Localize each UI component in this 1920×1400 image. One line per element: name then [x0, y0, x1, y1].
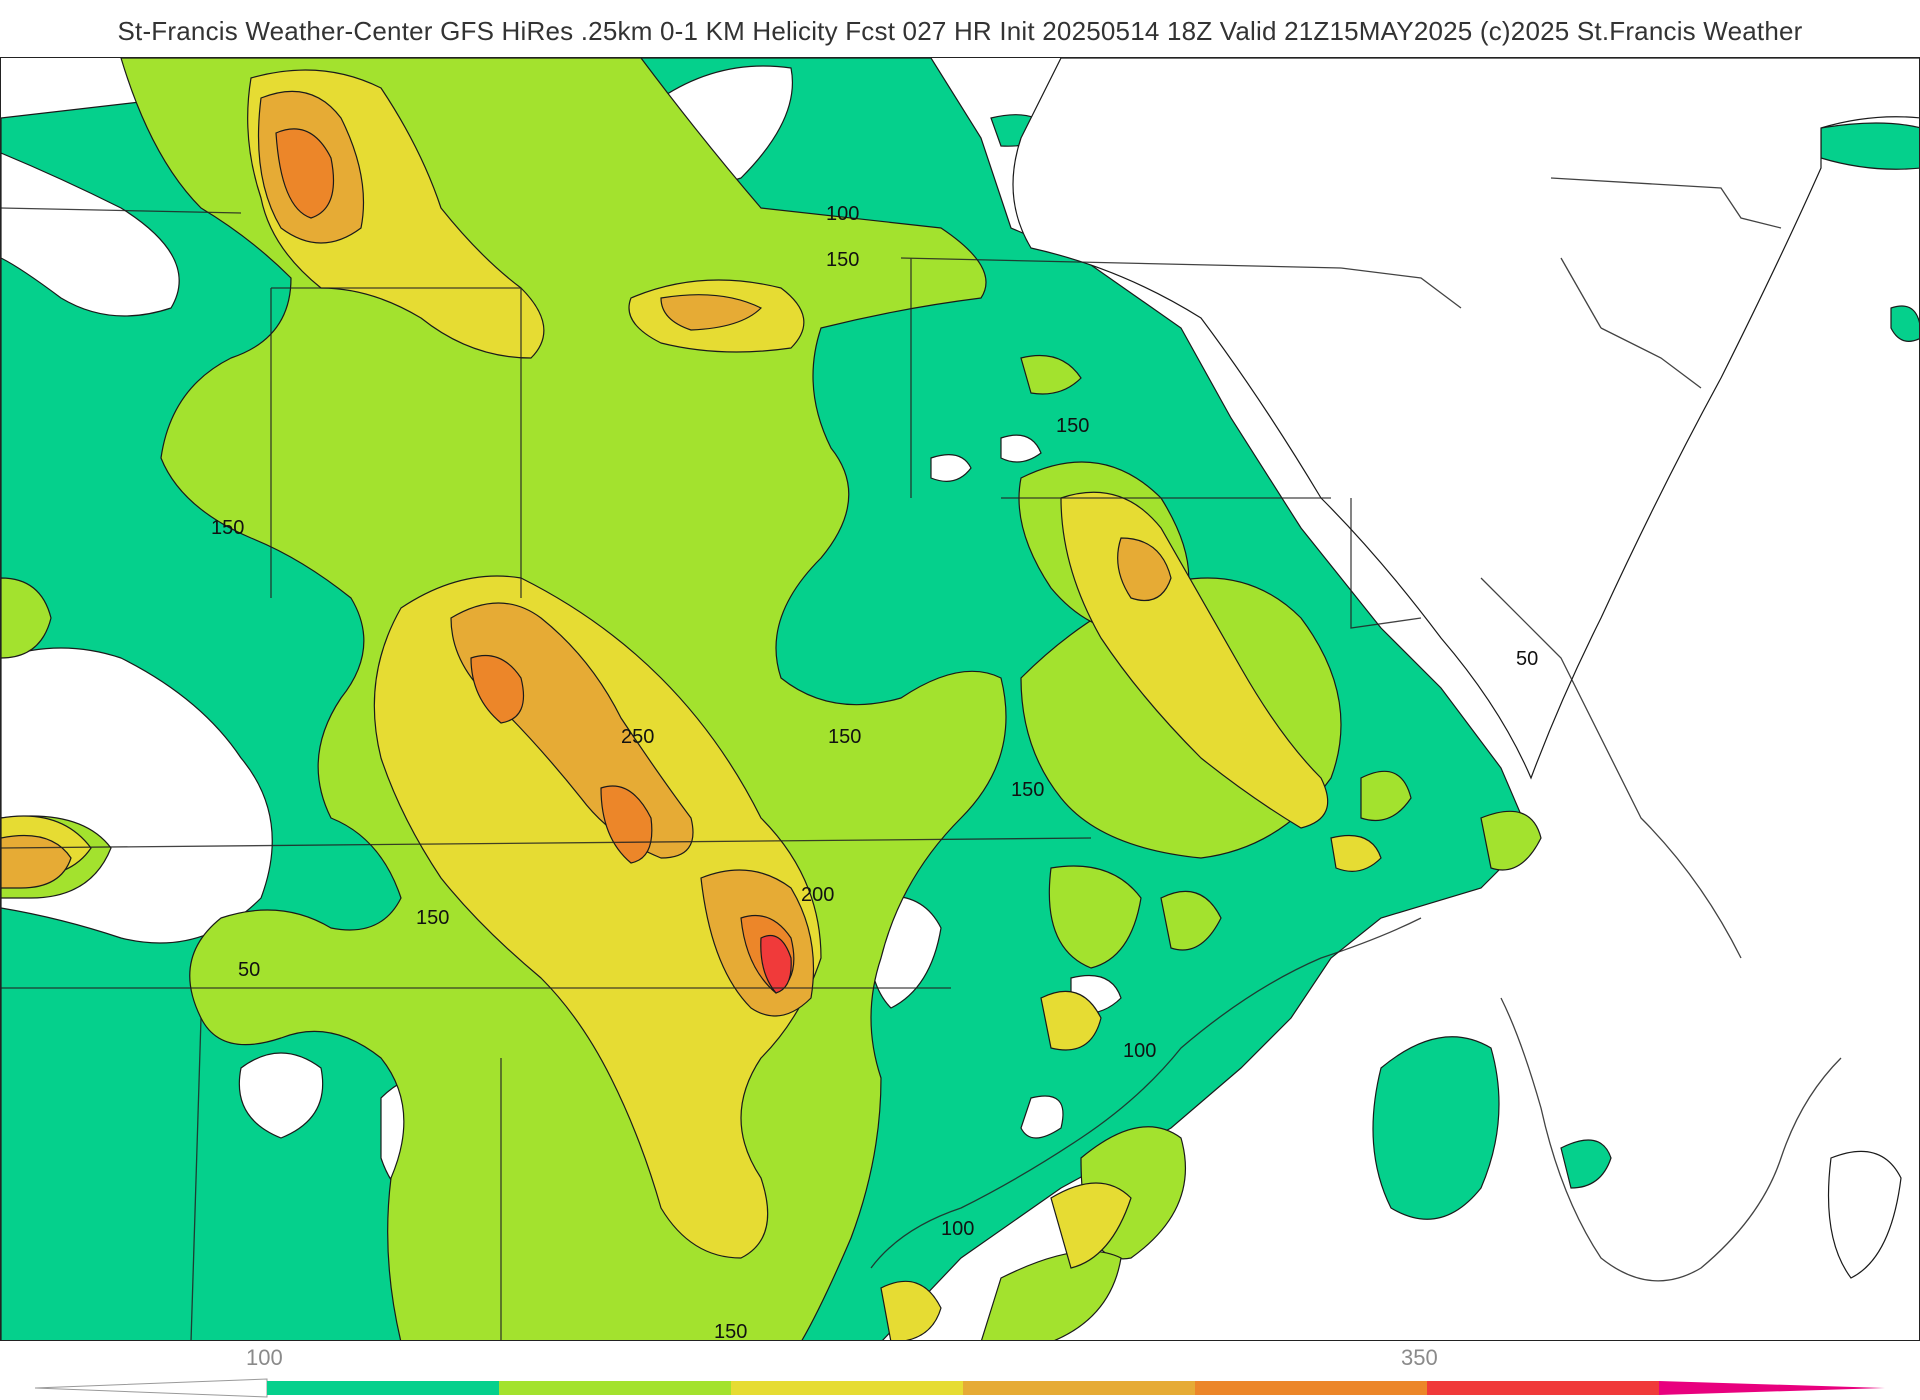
title-bar: St-Francis Weather-Center GFS HiRes .25k…: [0, 0, 1920, 62]
legend-swatch-3: [731, 1381, 963, 1395]
helicity-map: 100 150 150 150 250 150 150 150 200 50 1…: [1, 58, 1919, 1341]
contour-label: 150: [828, 726, 861, 748]
contour-label: 200: [801, 884, 834, 906]
contour-label: 150: [1056, 415, 1089, 437]
legend-swatch-0: [34, 1378, 268, 1398]
legend-tick-high: 350: [1401, 1345, 1438, 1370]
contour-label: 150: [1011, 779, 1044, 801]
boundary-lines: [1, 177, 1842, 1340]
legend-swatch-7: [1659, 1381, 1885, 1395]
legend-swatch-1: [267, 1381, 499, 1395]
contour-label: 50: [1516, 648, 1538, 670]
chart-title: St-Francis Weather-Center GFS HiRes .25k…: [117, 15, 1803, 46]
legend-swatch-4: [963, 1381, 1195, 1395]
helicity-band-350-plus: [760, 934, 792, 994]
contour-labels: 100 150 150 150 250 150 150 150 200 50 1…: [211, 203, 1538, 1341]
contour-label: 100: [941, 1218, 974, 1240]
contour-label: 250: [621, 726, 654, 748]
legend-colorbar: [34, 1378, 1885, 1398]
contour-label: 100: [826, 203, 859, 225]
legend-swatch-5: [1195, 1381, 1427, 1395]
legend-swatch-2: [499, 1381, 731, 1395]
contour-label: 150: [714, 1321, 747, 1341]
helicity-band-300-350: [275, 128, 795, 994]
contour-label: 100: [1123, 1040, 1156, 1062]
contour-label: 50: [238, 959, 260, 981]
legend-swatch-6: [1427, 1381, 1659, 1395]
map-panel[interactable]: 100 150 150 150 250 150 150 150 200 50 1…: [0, 57, 1920, 1341]
helicity-band-200-250: [1, 69, 1382, 1340]
legend-tick-low: 100: [246, 1345, 283, 1370]
contour-label: 150: [826, 249, 859, 271]
contour-label: 150: [416, 907, 449, 929]
contour-label: 150: [211, 517, 244, 539]
